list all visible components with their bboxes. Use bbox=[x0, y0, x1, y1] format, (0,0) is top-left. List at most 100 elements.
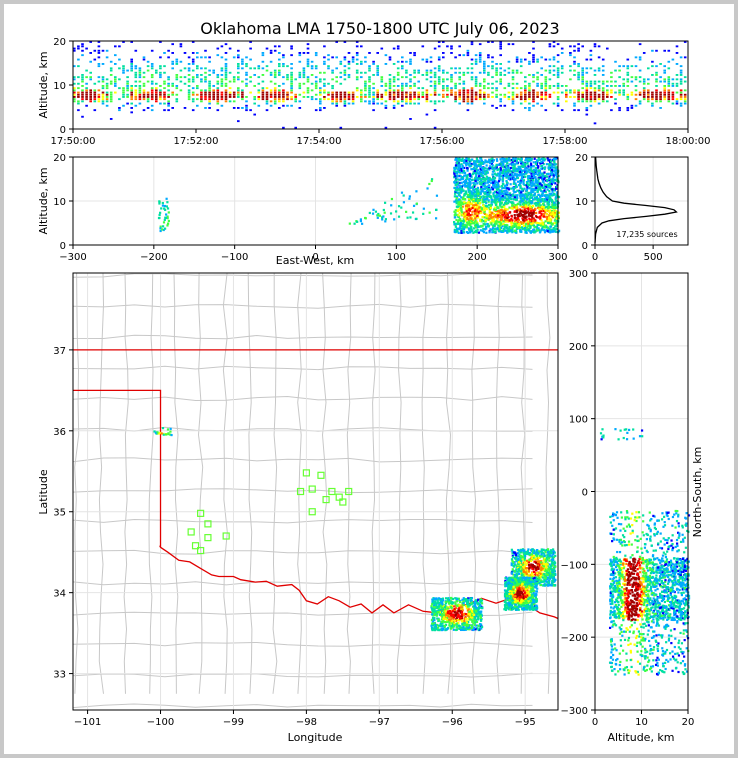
density-cell bbox=[359, 220, 363, 223]
density-cell bbox=[134, 71, 138, 74]
density-cell bbox=[483, 216, 486, 219]
density-cell bbox=[454, 200, 458, 203]
density-cell bbox=[196, 87, 199, 90]
density-cell bbox=[589, 49, 593, 52]
density-cell bbox=[506, 208, 509, 211]
density-cell bbox=[460, 208, 463, 211]
source-cell bbox=[157, 432, 160, 435]
density-cell bbox=[547, 172, 550, 176]
density-cell bbox=[415, 202, 418, 205]
density-cell bbox=[511, 96, 515, 98]
density-cell bbox=[126, 82, 129, 85]
density-cell bbox=[253, 67, 256, 70]
density-cell bbox=[458, 78, 461, 81]
density-cell bbox=[482, 219, 485, 223]
density-cell bbox=[675, 52, 679, 54]
density-cell bbox=[527, 180, 530, 183]
density-cell bbox=[478, 98, 482, 101]
density-cell bbox=[237, 120, 240, 123]
density-cell bbox=[470, 227, 473, 231]
density-cell bbox=[462, 89, 466, 92]
density-cell bbox=[511, 102, 515, 105]
density-cell bbox=[541, 177, 544, 180]
density-cell bbox=[269, 96, 273, 98]
density-cell bbox=[392, 98, 396, 101]
density-cell bbox=[511, 203, 514, 207]
density-cell bbox=[476, 213, 479, 216]
density-cell bbox=[601, 74, 605, 76]
density-cell bbox=[476, 210, 479, 213]
density-cell bbox=[476, 208, 479, 211]
density-cell bbox=[478, 201, 481, 205]
density-cell bbox=[489, 206, 492, 210]
density-cell bbox=[589, 85, 593, 87]
density-cell bbox=[208, 102, 211, 105]
density-cell bbox=[142, 82, 146, 85]
density-cell bbox=[597, 93, 601, 96]
density-cell bbox=[544, 220, 547, 223]
density-cell bbox=[401, 100, 404, 103]
density-cell bbox=[457, 193, 461, 196]
density-cell bbox=[302, 69, 306, 72]
density-cell bbox=[503, 212, 506, 216]
density-cell bbox=[565, 89, 568, 92]
density-cell bbox=[314, 76, 318, 79]
density-cell bbox=[638, 102, 642, 105]
density-cell bbox=[593, 82, 597, 85]
density-cell bbox=[462, 230, 465, 233]
density-cell bbox=[478, 177, 481, 180]
density-cell bbox=[380, 96, 384, 98]
density-cell bbox=[343, 65, 347, 68]
density-cell bbox=[667, 89, 671, 92]
density-cell bbox=[504, 220, 507, 223]
density-cell bbox=[485, 178, 488, 181]
density-cell bbox=[496, 187, 499, 190]
density-cell bbox=[482, 190, 485, 193]
density-cell bbox=[509, 166, 513, 170]
density-cell bbox=[384, 126, 388, 129]
density-cell bbox=[524, 166, 527, 170]
density-cell bbox=[528, 63, 531, 65]
density-cell bbox=[545, 225, 548, 228]
density-cell bbox=[384, 54, 388, 57]
source-cell bbox=[548, 576, 551, 579]
density-cell bbox=[216, 100, 220, 103]
source-cell bbox=[529, 566, 532, 569]
density-cell bbox=[150, 89, 154, 92]
density-cell bbox=[485, 187, 489, 190]
density-cell bbox=[265, 102, 269, 105]
density-cell bbox=[457, 181, 460, 184]
density-cell bbox=[467, 182, 470, 185]
density-cell bbox=[651, 104, 654, 107]
density-cell bbox=[519, 96, 523, 98]
density-cell bbox=[162, 228, 165, 232]
density-cell bbox=[529, 183, 532, 186]
source-cell bbox=[531, 554, 534, 557]
density-cell bbox=[454, 56, 457, 59]
density-cell bbox=[507, 177, 510, 181]
density-cell bbox=[220, 56, 224, 59]
density-cell bbox=[455, 162, 459, 165]
density-cell bbox=[212, 69, 215, 72]
density-cell bbox=[519, 170, 522, 173]
density-cell bbox=[515, 69, 519, 72]
source-cell bbox=[515, 564, 518, 567]
source-cell bbox=[527, 548, 530, 551]
density-cell bbox=[461, 201, 464, 204]
density-cell bbox=[245, 71, 248, 74]
density-cell bbox=[491, 67, 494, 70]
density-cell bbox=[507, 67, 511, 70]
density-cell bbox=[527, 193, 531, 196]
density-cell bbox=[405, 60, 408, 63]
density-cell bbox=[536, 102, 539, 105]
density-cell bbox=[421, 93, 425, 96]
density-cell bbox=[101, 49, 105, 52]
source-cell bbox=[169, 430, 172, 433]
density-cell bbox=[505, 220, 508, 223]
density-cell bbox=[499, 63, 502, 65]
source-cell bbox=[550, 550, 553, 553]
density-cell bbox=[134, 85, 138, 87]
density-cell bbox=[551, 203, 554, 207]
density-cell bbox=[524, 230, 527, 233]
density-cell bbox=[314, 93, 318, 96]
